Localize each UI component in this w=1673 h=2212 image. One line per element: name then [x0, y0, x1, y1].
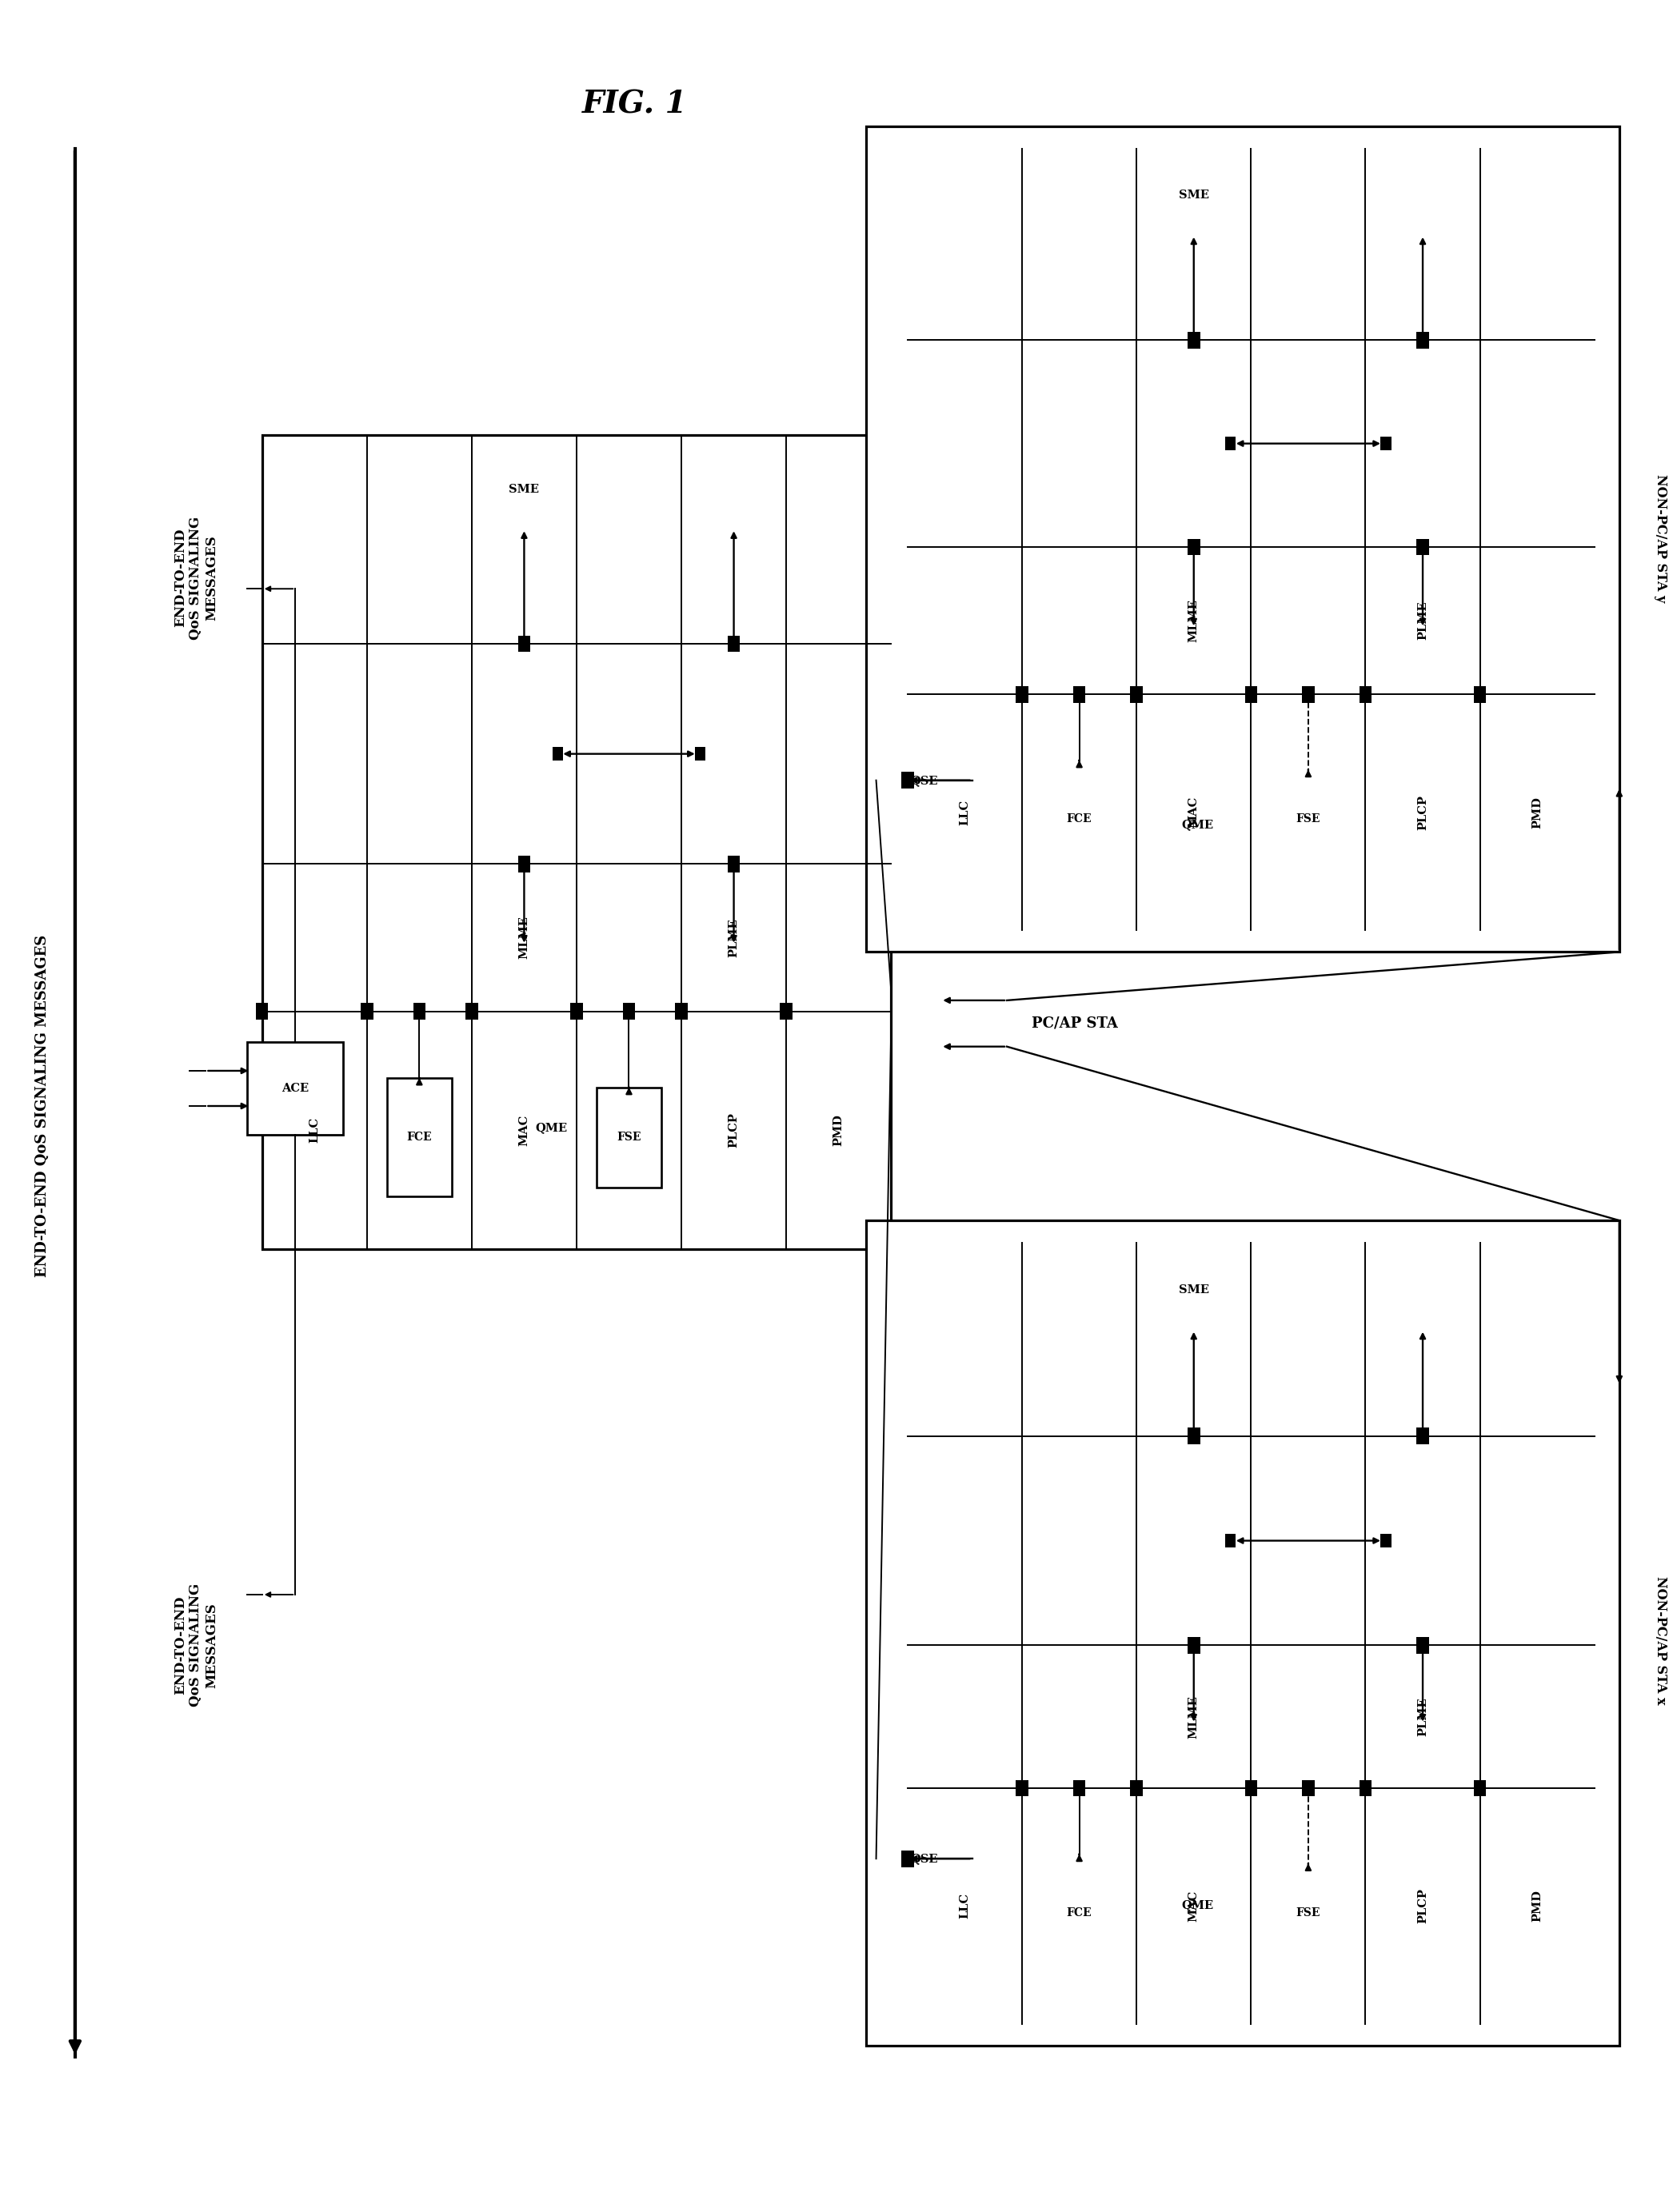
Bar: [519, 635, 530, 653]
Text: END-TO-END
QoS SIGNALING
MESSAGES: END-TO-END QoS SIGNALING MESSAGES: [174, 515, 219, 639]
Text: FCE: FCE: [1067, 814, 1092, 825]
Bar: [597, 1088, 661, 1188]
Bar: [1188, 1637, 1200, 1655]
Bar: [1016, 686, 1029, 703]
Text: SME: SME: [1178, 190, 1210, 201]
Text: MAC: MAC: [1188, 1891, 1200, 1922]
Text: MLME: MLME: [1188, 1694, 1200, 1739]
Bar: [1358, 1781, 1372, 1796]
Bar: [1188, 540, 1200, 555]
Bar: [1131, 1781, 1143, 1796]
Text: MAC: MAC: [519, 1115, 530, 1146]
Text: FCE: FCE: [1067, 1907, 1092, 1918]
Text: PMD: PMD: [833, 1115, 845, 1146]
Text: LLC: LLC: [959, 1893, 970, 1918]
Text: PMD: PMD: [1531, 1889, 1543, 1922]
Bar: [676, 1002, 688, 1020]
Text: MLME: MLME: [1188, 599, 1200, 641]
Text: QME: QME: [1181, 818, 1213, 830]
Bar: [1072, 686, 1086, 703]
Bar: [867, 126, 1619, 951]
Text: PLCP: PLCP: [728, 1113, 739, 1148]
Bar: [1417, 540, 1429, 555]
Text: PLCP: PLCP: [1417, 1889, 1429, 1924]
Bar: [1380, 1533, 1392, 1548]
Text: PLME: PLME: [1417, 602, 1429, 639]
Bar: [902, 772, 913, 787]
Text: NON-PC/AP STA y: NON-PC/AP STA y: [1655, 473, 1668, 602]
Text: END-TO-END QoS SIGNALING MESSAGES: END-TO-END QoS SIGNALING MESSAGES: [35, 936, 49, 1276]
Bar: [1474, 686, 1486, 703]
Text: SME: SME: [1178, 1285, 1210, 1296]
Text: QME: QME: [535, 1121, 567, 1133]
Bar: [263, 436, 892, 1250]
Text: FIG. 1: FIG. 1: [582, 88, 688, 119]
Bar: [248, 1042, 343, 1135]
Text: ACE: ACE: [281, 1084, 310, 1095]
Text: FSE: FSE: [1297, 1907, 1320, 1918]
Bar: [1072, 1781, 1086, 1796]
Bar: [1225, 1533, 1236, 1548]
Text: END-TO-END
QoS SIGNALING
MESSAGES: END-TO-END QoS SIGNALING MESSAGES: [174, 1584, 219, 1708]
Bar: [907, 1243, 1594, 2024]
Bar: [902, 1851, 913, 1867]
Bar: [877, 1812, 972, 1905]
Bar: [1417, 1637, 1429, 1655]
Bar: [1188, 332, 1200, 347]
Text: SME: SME: [509, 484, 539, 495]
Bar: [570, 1002, 582, 1020]
Bar: [413, 1002, 425, 1020]
Bar: [1044, 1854, 1114, 1971]
Text: FCE: FCE: [407, 1133, 432, 1144]
Text: PLCP: PLCP: [1417, 794, 1429, 830]
Text: QSE: QSE: [910, 774, 939, 785]
Bar: [867, 1221, 1619, 2046]
Bar: [1225, 436, 1236, 451]
Bar: [696, 748, 706, 761]
Text: PC/AP STA: PC/AP STA: [1032, 1015, 1118, 1031]
Bar: [361, 1002, 373, 1020]
Text: MAC: MAC: [1188, 796, 1200, 827]
Bar: [877, 734, 972, 827]
Text: PLME: PLME: [728, 918, 739, 958]
Text: LLC: LLC: [310, 1117, 320, 1144]
Text: QSE: QSE: [910, 1854, 939, 1865]
Bar: [1131, 686, 1143, 703]
Bar: [1016, 1781, 1029, 1796]
Text: LLC: LLC: [959, 799, 970, 825]
Bar: [780, 1002, 793, 1020]
Bar: [728, 856, 739, 872]
Bar: [1417, 1429, 1429, 1444]
Bar: [552, 748, 562, 761]
Bar: [1358, 686, 1372, 703]
Bar: [519, 856, 530, 872]
Bar: [465, 1002, 478, 1020]
Bar: [1245, 1781, 1256, 1796]
Text: MLME: MLME: [519, 916, 530, 960]
Text: NON-PC/AP STA x: NON-PC/AP STA x: [1655, 1577, 1668, 1705]
Text: FSE: FSE: [617, 1133, 641, 1144]
Bar: [1188, 1429, 1200, 1444]
Bar: [1273, 770, 1343, 869]
Text: FSE: FSE: [1297, 814, 1320, 825]
Text: QME: QME: [1181, 1900, 1213, 1911]
Bar: [1380, 436, 1392, 451]
Bar: [1474, 1781, 1486, 1796]
Bar: [907, 148, 1594, 929]
Bar: [622, 1002, 636, 1020]
Bar: [1245, 686, 1256, 703]
Bar: [728, 635, 739, 653]
Bar: [1302, 686, 1315, 703]
Bar: [386, 1077, 452, 1197]
Bar: [1417, 332, 1429, 347]
Bar: [1302, 1781, 1315, 1796]
Text: PMD: PMD: [1531, 796, 1543, 827]
Bar: [1044, 761, 1114, 878]
Text: PLME: PLME: [1417, 1697, 1429, 1736]
Bar: [256, 1002, 268, 1020]
Bar: [1273, 1865, 1343, 1962]
